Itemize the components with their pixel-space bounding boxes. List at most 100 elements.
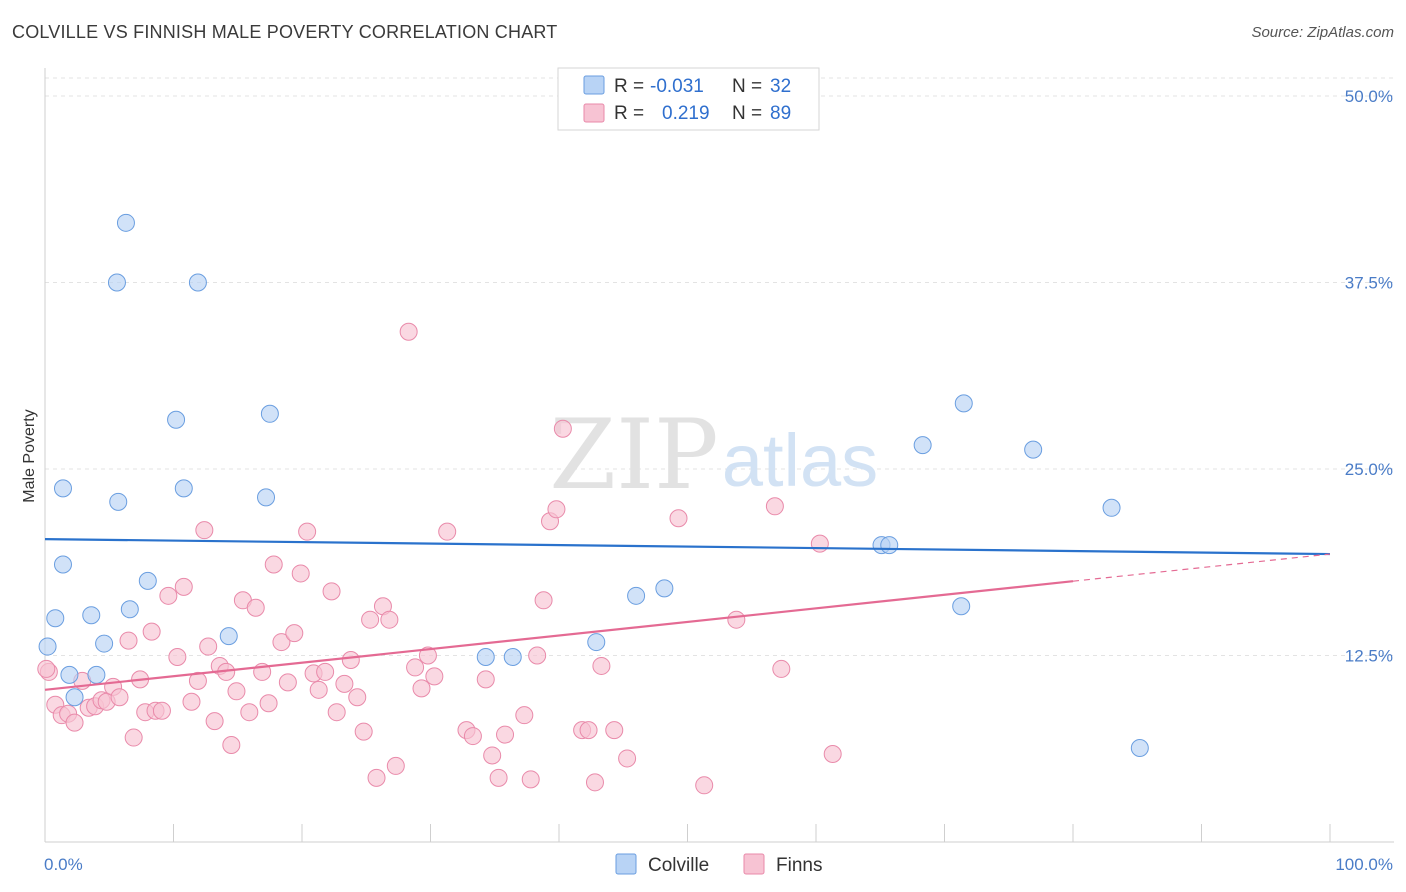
colville-point [87, 665, 106, 684]
finns-point [124, 728, 143, 747]
legend-n-label: N = [732, 103, 762, 124]
chart-title: COLVILLE VS FINNISH MALE POVERTY CORRELA… [12, 22, 558, 42]
colville-point [954, 394, 973, 413]
legend-series: Colville Finns [615, 853, 822, 876]
finns-point [119, 631, 138, 650]
finns-point [765, 497, 784, 516]
colville-point [120, 600, 139, 619]
finns-point [483, 746, 502, 765]
colville-point [82, 606, 101, 625]
watermark-zip: ZIP [549, 399, 718, 511]
finns-point [534, 591, 553, 610]
trend-lines [44, 538, 1331, 691]
data-points [37, 213, 1149, 795]
y-tick-labels: 12.5% 25.0% 37.5% 50.0% [1345, 87, 1393, 666]
x-tick-label: 100.0% [1335, 855, 1393, 874]
finns-point [37, 659, 56, 678]
finns-point [152, 701, 171, 720]
colville-point [174, 479, 193, 498]
finns-point [142, 622, 161, 641]
finns-point [264, 555, 283, 574]
legend-r-label: R = [614, 76, 644, 97]
finns-point [605, 721, 624, 740]
finns-point [227, 682, 246, 701]
colville-point [167, 410, 186, 429]
y-axis-label: Male Poverty [21, 409, 38, 502]
colville-point [260, 404, 279, 423]
legend-item-colville: Colville [648, 855, 709, 876]
finns-point [322, 582, 341, 601]
finns-point [65, 713, 84, 732]
finns-point [335, 674, 354, 693]
finns-point [521, 770, 540, 789]
colville-point [627, 586, 646, 605]
finns-point [592, 656, 611, 675]
colville-point [503, 647, 522, 666]
colville-point [257, 488, 276, 507]
finns-point [579, 721, 598, 740]
finns-point [810, 534, 829, 553]
finns-point [259, 694, 278, 713]
finns-point [425, 667, 444, 686]
colville-point [53, 555, 72, 574]
finns-point [246, 598, 265, 617]
x-tick-labels: 0.0% 100.0% [44, 855, 1393, 874]
finns-point [278, 673, 297, 692]
finns-point [195, 521, 214, 540]
watermark: ZIP atlas [549, 399, 878, 511]
colville-point [188, 273, 207, 292]
finns-point [727, 610, 746, 629]
finns-point [406, 658, 425, 677]
finns-point [412, 679, 431, 698]
colville-point [655, 579, 674, 598]
colville-point [107, 273, 126, 292]
finns-point [585, 773, 604, 792]
grid-lines [45, 77, 1394, 656]
colville-point [95, 634, 114, 653]
finns-point [222, 736, 241, 755]
legend-swatch-finns [743, 853, 765, 875]
finns-point [528, 646, 547, 665]
colville-point [53, 479, 72, 498]
chart-source: Source: ZipAtlas.com [1251, 24, 1394, 41]
y-tick-label: 50.0% [1345, 87, 1393, 106]
finns-point [438, 522, 457, 541]
finns-trend-line-extension [1072, 553, 1331, 582]
colville-point [109, 492, 128, 511]
finns-point [380, 610, 399, 629]
legend-correlation: R = -0.031 N = 32 R = 0.219 N = 89 [557, 67, 820, 131]
legend-swatch-colville [583, 75, 605, 95]
legend-item-finns: Finns [776, 855, 822, 876]
y-tick-label: 12.5% [1345, 647, 1393, 666]
colville-point [1130, 739, 1149, 758]
finns-trend-line [44, 580, 1074, 691]
colville-point [46, 609, 65, 628]
legend-swatch-finns [583, 103, 605, 123]
colville-point [1024, 440, 1043, 459]
finns-point [547, 500, 566, 519]
finns-point [348, 688, 367, 707]
finns-point [354, 722, 373, 741]
finns-point [291, 564, 310, 583]
finns-point [515, 706, 534, 725]
finns-point [298, 522, 317, 541]
finns-point [669, 509, 688, 528]
watermark-atlas: atlas [722, 419, 878, 502]
finns-point [489, 768, 508, 787]
finns-point [695, 776, 714, 795]
finns-point [309, 680, 328, 699]
colville-point [476, 647, 495, 666]
finns-point [174, 577, 193, 596]
legend-r-label: R = [614, 103, 644, 124]
finns-point [110, 688, 129, 707]
legend-r-value: 0.219 [662, 103, 710, 124]
finns-point [367, 768, 386, 787]
finns-point [182, 692, 201, 711]
finns-point [361, 610, 380, 629]
finns-point [386, 756, 405, 775]
axes [44, 68, 1394, 843]
finns-point [316, 662, 335, 681]
colville-point [880, 536, 899, 555]
finns-point [418, 646, 437, 665]
finns-point [772, 659, 791, 678]
